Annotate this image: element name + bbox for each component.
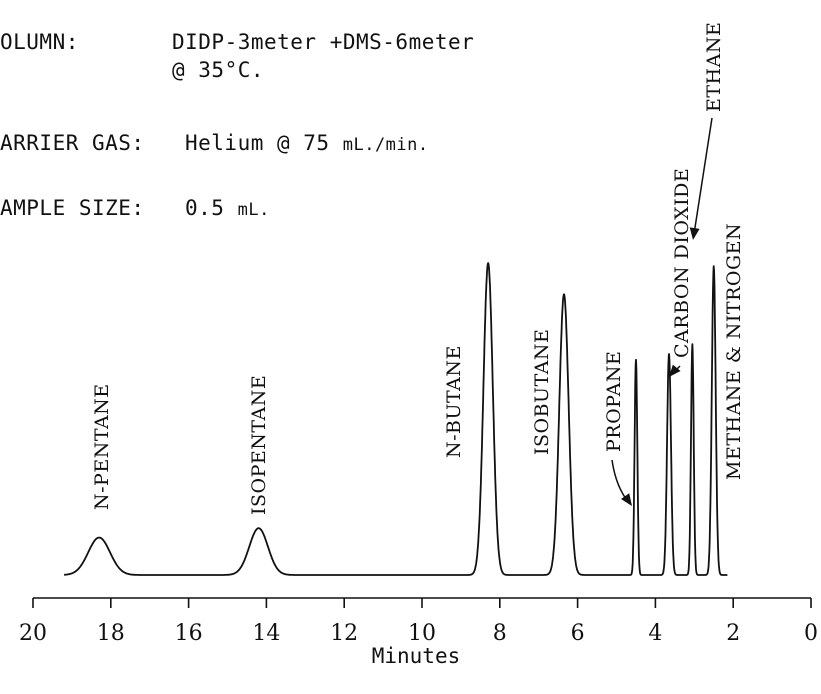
peak-label-isobutane: ISOBUTANE [531,329,553,455]
x-tick-label: 18 [97,621,125,646]
sample-size-label: AMPLE SIZE: [0,196,145,220]
carrier-gas-value: Helium @ 75 mL./min. [185,131,429,155]
peak-apex-isobutane [563,294,564,295]
peak-label-methane-nitrogen: METHANE & NITROGEN [723,223,745,480]
peak-label-isopentane: ISOPENTANE [248,375,270,515]
peak-label-layer: N-PENTANE ISOPENTANE N-BUTANE ISOBUTANE PROP… [91,22,745,515]
peak-apex-propane [635,359,636,360]
carrier-gas-flow: Helium @ 75 [185,131,330,155]
sample-size-amount: 0.5 [185,196,225,220]
carrier-gas-unit: mL./min. [342,135,429,155]
column-label: OLUMN: [0,30,79,54]
carrier-gas-label: ARRIER GAS: [0,131,145,155]
column-value: DIDP-3meter +DMS-6meter [172,30,475,54]
x-axis: 20 18 16 14 12 10 8 6 4 2 0 [19,597,818,646]
peak-label-carbon-dioxide: CARBON DIOXIDE [671,168,693,358]
x-tick-label: 16 [175,621,203,646]
x-axis-title: Minutes [372,644,461,668]
column-temperature: @ 35°C. [172,58,265,82]
peak-label-propane: PROPANE [603,351,625,452]
sample-size-value: 0.5 mL. [185,196,270,220]
x-tick-label: 14 [252,621,280,646]
x-tick-label: 20 [19,621,47,646]
x-tick-label: 2 [726,621,740,646]
carbon-dioxide-arrow-head [669,364,681,377]
chromatogram-trace [63,262,728,576]
x-tick-label: 6 [571,621,585,646]
sample-size-unit: mL. [237,200,270,220]
peak-label-ethane: ETHANE [703,22,725,112]
x-tick-label: 8 [493,621,507,646]
peak-label-n-butane: N-BUTANE [443,345,465,458]
peak-apex-n-pentane [99,537,100,538]
ethane-arrow [693,117,713,235]
chromatogram-trace-layer [63,262,728,576]
x-tick-label: 4 [648,621,662,646]
peak-apex-methane-nitrogen [713,266,714,267]
peak-apex-isopentane [258,528,259,529]
propane-arrow-head [621,493,632,506]
x-tick-label: 12 [330,621,358,646]
peak-apex-n-butane [488,263,489,264]
peak-label-n-pentane: N-PENTANE [91,383,113,510]
x-tick-label: 0 [804,621,818,646]
peak-apex-carbon-dioxide [669,353,670,354]
x-tick-label: 10 [408,621,436,646]
ethane-arrow-head [689,227,700,240]
